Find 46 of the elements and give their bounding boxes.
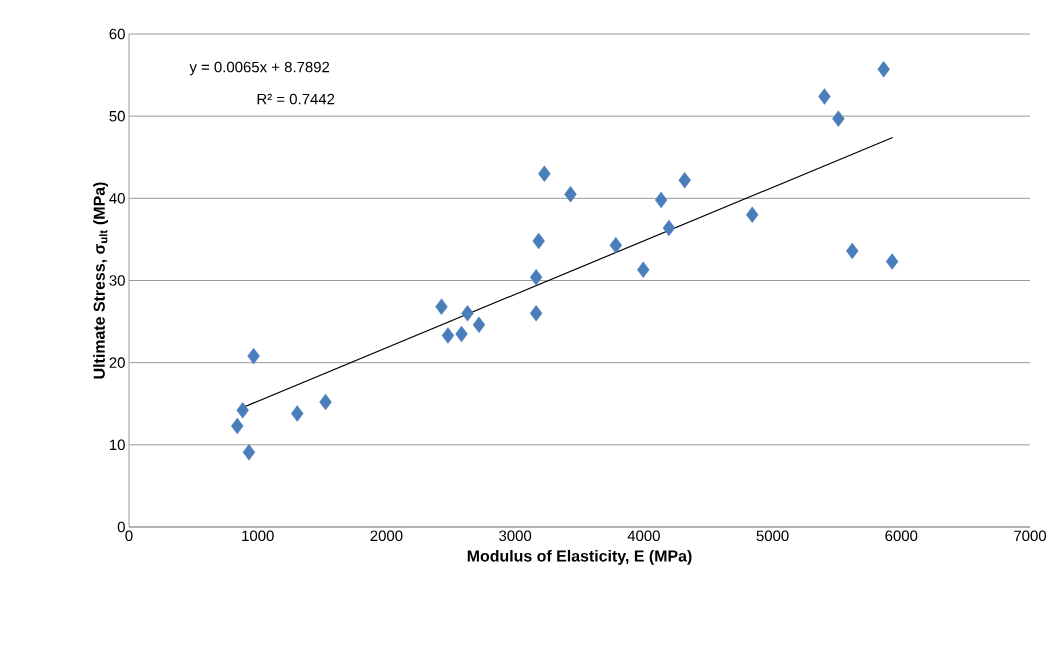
point xyxy=(832,110,845,127)
point xyxy=(662,219,676,237)
point xyxy=(435,298,448,315)
point xyxy=(564,186,577,203)
x-tick-label: 3000 xyxy=(499,530,532,542)
x-tick-label: 1000 xyxy=(242,530,274,542)
x-tick-label: 2000 xyxy=(370,530,403,542)
annotation: R² = 0.7442 xyxy=(257,93,335,105)
point xyxy=(538,165,551,182)
point xyxy=(877,61,890,78)
y-tick-label: 50 xyxy=(109,110,125,122)
point xyxy=(678,172,691,189)
point xyxy=(532,232,545,250)
y-tick-label: 40 xyxy=(109,193,125,204)
y-tick-label: 10 xyxy=(110,439,125,451)
point xyxy=(319,393,332,411)
point xyxy=(885,253,899,270)
y-tick-label: 30 xyxy=(109,275,125,286)
point xyxy=(291,405,304,422)
point xyxy=(818,88,831,105)
x-tick-label: 5000 xyxy=(756,530,789,542)
point xyxy=(242,444,256,461)
point xyxy=(455,325,468,343)
x-tick-label: 4000 xyxy=(627,530,660,542)
point xyxy=(846,242,859,260)
point xyxy=(609,236,622,254)
point xyxy=(236,402,249,419)
x-axis-title: Modulus of Elasticity, E (MPa) xyxy=(467,549,692,565)
y-axis-title: Ultimate Stress, σ$_{ult}$ (MPa) xyxy=(93,182,109,379)
point xyxy=(441,327,455,344)
point xyxy=(637,261,650,279)
point xyxy=(231,417,244,435)
y-tick-label: 0 xyxy=(117,521,125,533)
y-tick-label: 60 xyxy=(109,28,125,40)
y-tick-label: 20 xyxy=(109,357,125,368)
x-tick-label: 7000 xyxy=(1014,530,1047,542)
point xyxy=(461,305,474,322)
point xyxy=(529,269,543,286)
point xyxy=(746,206,759,223)
x-tick-label: 0 xyxy=(125,530,133,542)
x-tick-label: 6000 xyxy=(885,530,918,542)
point xyxy=(472,316,486,334)
annotation: y = 0.0065x + 8.7892 xyxy=(189,61,330,76)
point xyxy=(247,347,260,365)
point xyxy=(654,191,668,209)
point xyxy=(529,305,543,322)
